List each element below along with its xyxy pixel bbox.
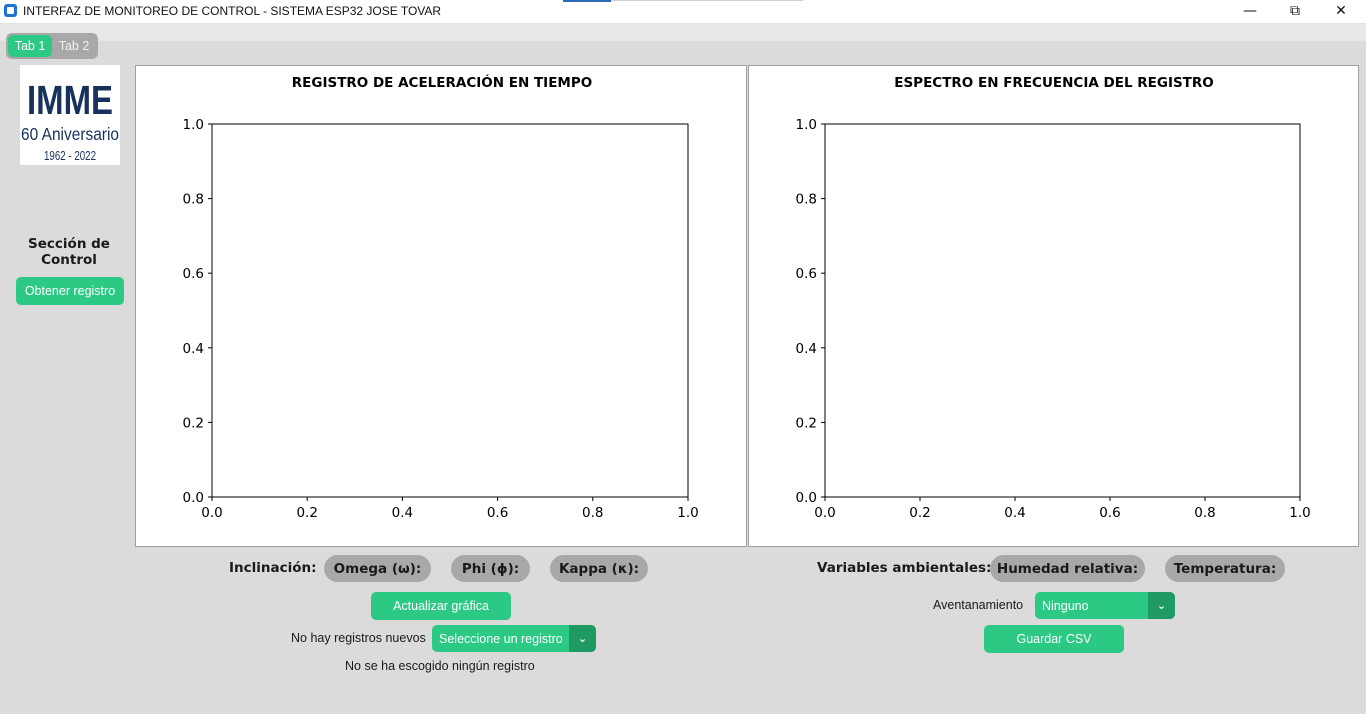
phi-value: Phi (ϕ): [451, 555, 530, 582]
tab-2[interactable]: Tab 2 [58, 39, 90, 53]
logo-title: IMME [27, 77, 113, 123]
freq-x-tick-label: 0.2 [909, 505, 930, 521]
get-record-button[interactable]: Obtener registro [16, 277, 124, 305]
freq-y-tick-label: 0.4 [796, 341, 817, 357]
windowing-select-value: Ninguno [1042, 598, 1089, 613]
taskbar-focus-strip [563, 0, 803, 2]
freq-x-tick-label: 1.0 [1289, 505, 1310, 521]
temperature-value: Temperatura: [1165, 555, 1285, 582]
freq-y-tick-label: 0.8 [796, 192, 817, 208]
time-y-tick-label: 0.0 [183, 490, 204, 506]
humidity-value: Humedad relativa: [990, 555, 1145, 582]
time-x-tick-label: 0.8 [582, 505, 603, 521]
title-bar: INTERFAZ DE MONITOREO DE CONTROL - SISTE… [0, 0, 1366, 24]
record-status-text: No se ha escogido ningún registro [345, 659, 535, 673]
time-chart-panel: REGISTRO DE ACELERACIÓN EN TIEMPO 0.0 0.2… [135, 65, 747, 547]
freq-plot-frame [824, 123, 1301, 498]
tab-strip [0, 24, 1366, 41]
kappa-value: Kappa (κ): [550, 555, 648, 582]
windowing-label: Aventanamiento [933, 598, 1024, 612]
time-x-tick-label: 0.4 [392, 505, 413, 521]
time-x-tick-label: 0.2 [296, 505, 317, 521]
freq-y-tick-label: 0.2 [796, 415, 817, 431]
freq-x-tick-label: 0.8 [1194, 505, 1215, 521]
tab-1[interactable]: Tab 1 [8, 35, 52, 57]
control-section-label: Sección de Control [28, 236, 110, 268]
save-csv-button[interactable]: Guardar CSV [984, 625, 1124, 653]
freq-y-tick-label: 0.6 [796, 266, 817, 282]
inclination-label: Inclinación: [229, 560, 317, 576]
tab-selector: Tab 1 Tab 2 [6, 33, 98, 59]
ambient-label: Variables ambientales: [817, 560, 992, 576]
time-plot-frame [211, 123, 689, 498]
freq-chart: ESPECTRO EN FRECUENCIA DEL REGISTRO 0.0 0… [796, 75, 1311, 521]
omega-value: Omega (ω): [324, 555, 431, 582]
time-y-tick-label: 0.4 [183, 341, 204, 357]
freq-chart-title: ESPECTRO EN FRECUENCIA DEL REGISTRO [894, 75, 1214, 91]
freq-y-tick-label: 1.0 [796, 117, 817, 133]
freq-chart-panel: ESPECTRO EN FRECUENCIA DEL REGISTRO 0.0 0… [748, 65, 1359, 547]
record-select[interactable]: Seleccione un registro ⌄ [432, 625, 596, 652]
time-y-tick-label: 1.0 [183, 117, 204, 133]
time-chart: REGISTRO DE ACELERACIÓN EN TIEMPO 0.0 0.2… [183, 73, 699, 521]
freq-y-tick-label: 0.0 [796, 490, 817, 506]
update-chart-button[interactable]: Actualizar gráfica [371, 592, 511, 620]
freq-x-tick-label: 0.4 [1004, 505, 1025, 521]
freq-x-tick-label: 0.0 [814, 505, 835, 521]
window-title: INTERFAZ DE MONITOREO DE CONTROL - SISTE… [23, 4, 442, 18]
minimize-icon[interactable]: — [1243, 3, 1257, 19]
windowing-select[interactable]: Ninguno ⌄ [1035, 592, 1175, 619]
chevron-down-icon[interactable]: ⌄ [569, 625, 596, 652]
time-y-tick-label: 0.6 [183, 266, 204, 282]
time-x-tick-label: 0.0 [201, 505, 222, 521]
close-icon[interactable]: ✕ [1335, 3, 1347, 19]
no-new-records-label: No hay registros nuevos [291, 631, 426, 645]
time-y-tick-label: 0.8 [183, 192, 204, 208]
chevron-down-icon[interactable]: ⌄ [1148, 592, 1175, 619]
time-x-tick-label: 1.0 [677, 505, 698, 521]
app-icon [4, 4, 17, 17]
time-x-tick-label: 0.6 [487, 505, 508, 521]
imme-logo: IMME 60 Aniversario 1962 - 2022 [20, 65, 120, 165]
logo-subtitle: 60 Aniversario [21, 124, 119, 144]
logo-years: 1962 - 2022 [44, 148, 96, 163]
freq-x-tick-label: 0.6 [1099, 505, 1120, 521]
time-chart-title: REGISTRO DE ACELERACIÓN EN TIEMPO [292, 73, 592, 91]
restore-icon[interactable]: ⧉ [1290, 3, 1300, 19]
record-select-value: Seleccione un registro [439, 631, 563, 646]
time-y-tick-label: 0.2 [183, 415, 204, 431]
